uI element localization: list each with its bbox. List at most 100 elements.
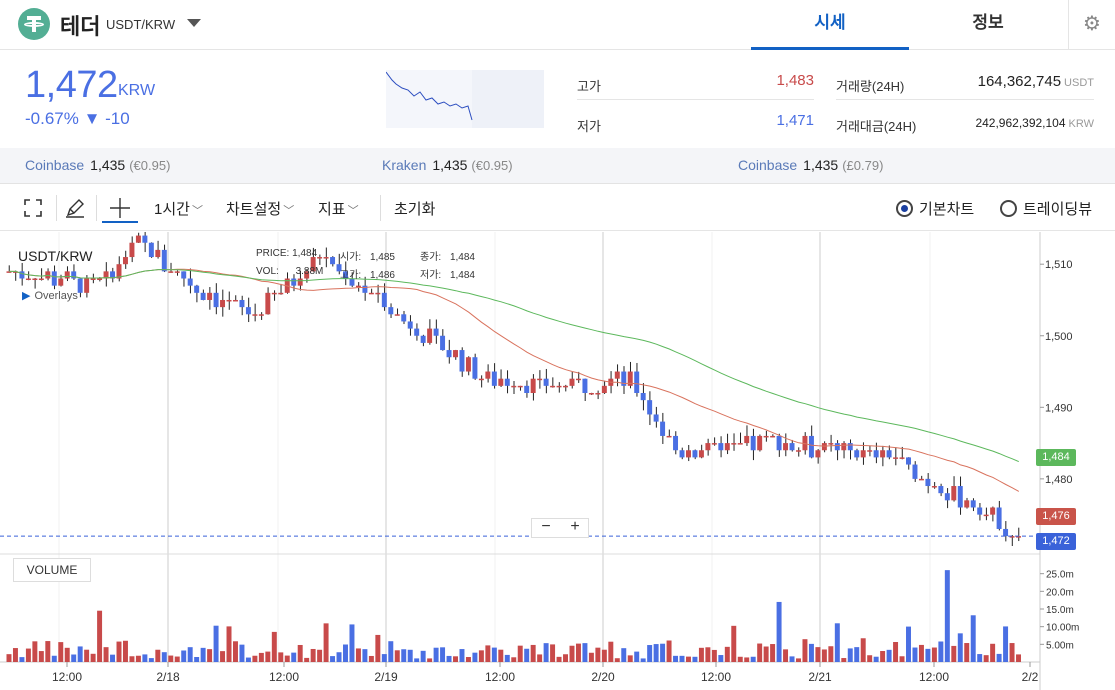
candle-body: [38, 278, 44, 281]
candle-body: [375, 292, 381, 295]
price-tick-label: 1,500: [1045, 331, 1073, 343]
candle-body: [653, 414, 659, 422]
candle-body: [925, 478, 931, 487]
volume-bar: [789, 656, 795, 662]
candle-body: [12, 271, 18, 273]
volume-bar: [291, 652, 297, 662]
candle-body: [802, 435, 808, 451]
candle-body: [537, 378, 543, 381]
candle-body: [575, 378, 581, 381]
volume-bar: [38, 651, 44, 662]
high-price-row: 고가 1,483: [577, 70, 814, 100]
candle-body: [459, 350, 465, 372]
candle-body: [1009, 536, 1015, 538]
volume-bar: [472, 652, 478, 662]
volume-bar: [517, 645, 523, 662]
reset-button[interactable]: 초기화: [394, 201, 436, 218]
fullscreen-icon[interactable]: [18, 193, 48, 223]
volume-bar: [103, 647, 109, 662]
volume-bar: [485, 645, 491, 662]
volume-bar: [317, 649, 323, 662]
volume-bar: [569, 645, 575, 662]
candle-body: [291, 278, 297, 286]
volume-bar: [135, 655, 141, 662]
time-tick-label: 12:00: [269, 670, 299, 684]
high-value: 1,483: [776, 72, 814, 89]
volume-bar: [582, 643, 588, 662]
volume-bar: [575, 643, 581, 662]
volume-bar: [84, 649, 90, 662]
candle-body: [155, 249, 161, 258]
pencil-icon[interactable]: [60, 193, 90, 223]
volume-bar: [918, 644, 924, 662]
volume-bar: [944, 570, 950, 662]
tab-info[interactable]: 정보: [972, 13, 1004, 32]
candle-body: [446, 350, 452, 358]
candle-body: [841, 443, 847, 451]
candle-body: [271, 292, 277, 295]
candle-body: [213, 292, 219, 308]
volume-bar: [459, 649, 465, 662]
crosshair-icon[interactable]: [102, 193, 138, 223]
ohlc-open: 시가: 1,485: [340, 252, 395, 263]
zoom-in-button[interactable]: +: [570, 518, 580, 535]
price-chart[interactable]: 1,510 1,500 1,490 1,480 25.0m 20.0m 15.0m 10.00…: [0, 228, 1115, 690]
interval-dropdown[interactable]: 1시간 ﹀: [154, 201, 203, 218]
low-label: 저가: [577, 119, 601, 134]
volume-bar: [51, 655, 57, 662]
volume-bar: [388, 641, 394, 662]
coin-pair[interactable]: USDT/KRW: [106, 17, 176, 32]
ma-short-price-tag: 1,476: [1036, 508, 1076, 525]
candle-body: [433, 328, 439, 336]
candle-body: [815, 450, 821, 458]
time-tick-label: 12:00: [485, 670, 515, 684]
candle-body: [64, 271, 70, 279]
volume-bar: [595, 647, 601, 662]
candle-body: [789, 443, 795, 451]
ma-long-line: [9, 269, 1019, 463]
volume-bar: [142, 654, 148, 662]
basic-chart-radio[interactable]: 기본차트: [896, 198, 974, 219]
indicators-dropdown[interactable]: 지표 ﹀: [318, 201, 359, 218]
volume-bar: [757, 643, 763, 662]
candle-body: [355, 285, 361, 288]
chevron-down-icon[interactable]: [187, 19, 201, 27]
tab-price[interactable]: 시세: [751, 0, 909, 50]
volume-bar: [679, 655, 685, 662]
candle-body: [763, 435, 769, 438]
candle-body: [983, 514, 989, 517]
candle-body: [174, 271, 180, 273]
volume-bar: [770, 644, 776, 662]
candle-body: [51, 271, 57, 286]
candle-body: [258, 314, 264, 316]
overlays-toggle[interactable]: ▶ Overlays: [22, 290, 78, 302]
candle-body: [181, 271, 187, 279]
candle-body: [194, 285, 200, 293]
candle-body: [938, 486, 944, 494]
zoom-out-button[interactable]: −: [541, 518, 551, 535]
price-currency: KRW: [118, 82, 156, 99]
volume-bar: [925, 648, 931, 662]
chart-settings-dropdown[interactable]: 차트설정 ﹀: [226, 201, 295, 218]
volume-bar: [951, 645, 957, 662]
gear-icon[interactable]: ⚙: [1068, 0, 1115, 50]
candle-body: [265, 292, 271, 315]
volume-bar: [226, 626, 232, 662]
candle-body: [634, 371, 640, 393]
volume-value: 164,362,745: [977, 73, 1062, 90]
candle-body: [453, 350, 458, 358]
candle-body: [750, 435, 756, 451]
candle-body: [647, 400, 653, 415]
time-tick-label: 12:00: [919, 670, 949, 684]
volume-bar: [873, 656, 879, 662]
volume-tick-label: 10.00m: [1046, 623, 1079, 634]
amount-value: 242,962,392,104: [975, 116, 1066, 130]
coin-name: 테더: [60, 14, 101, 39]
volume-bar: [187, 647, 193, 662]
price-tick-label: 1,510: [1045, 259, 1073, 271]
tradingview-radio[interactable]: 트레이딩뷰: [1000, 198, 1092, 219]
time-tick-label: 12:00: [701, 670, 731, 684]
candlestick-chart[interactable]: 1,510 1,500 1,490 1,480 25.0m 20.0m 15.0m 10.00…: [0, 228, 1115, 690]
candle-body: [550, 385, 556, 388]
volume-tick-label: 15.0m: [1046, 605, 1074, 616]
